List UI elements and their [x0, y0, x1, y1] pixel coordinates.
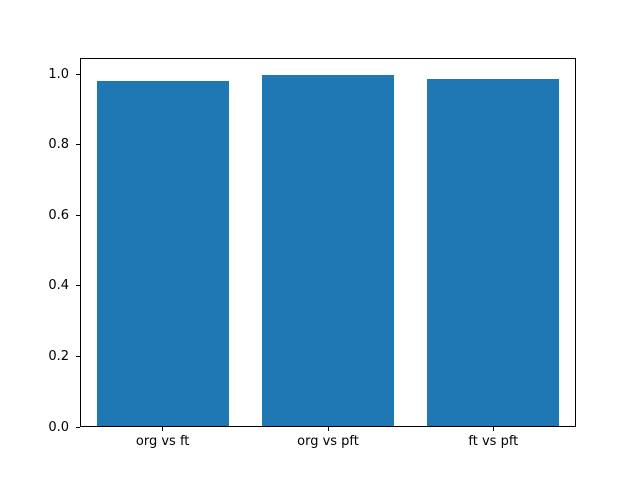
y-tick-mark: [76, 426, 80, 428]
y-tick-mark: [76, 214, 80, 216]
bar-ft-vs-pft: [427, 78, 560, 426]
y-tick-label: 0.2: [48, 349, 69, 365]
y-tick-label: 1.0: [48, 66, 69, 82]
x-tick-label: org vs ft: [135, 434, 190, 450]
y-tick-mark: [76, 285, 80, 287]
x-tick-label: ft vs pft: [468, 434, 519, 450]
x-tick-mark: [327, 427, 329, 432]
bar-org-vs-ft: [96, 81, 229, 426]
x-tick-label: org vs pft: [297, 434, 359, 450]
y-tick-label: 0.8: [48, 137, 69, 153]
y-tick-label: 0.0: [48, 419, 69, 435]
y-tick-mark: [76, 73, 80, 75]
x-tick-mark: [492, 427, 494, 432]
y-tick-label: 0.4: [48, 278, 69, 294]
y-tick-label: 0.6: [48, 207, 69, 223]
y-tick-mark: [76, 144, 80, 146]
x-tick-mark: [162, 427, 164, 432]
y-tick-mark: [76, 356, 80, 358]
bar-org-vs-pft: [261, 75, 395, 426]
plot-area: [80, 58, 576, 427]
